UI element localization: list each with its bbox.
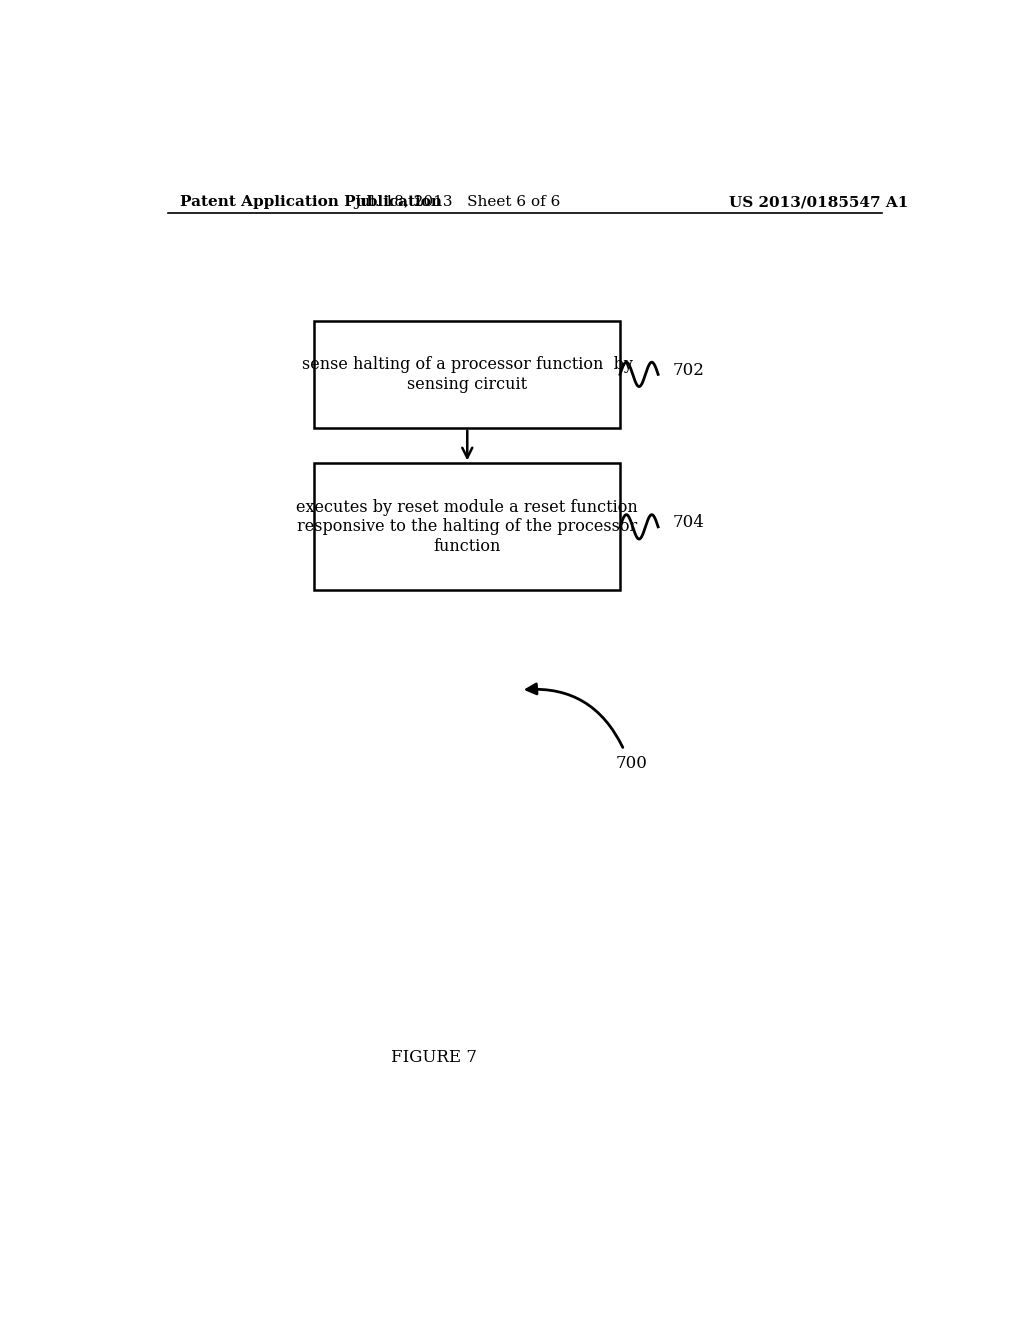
Text: FIGURE 7: FIGURE 7 — [390, 1049, 476, 1067]
Text: executes by reset module a reset function
responsive to the halting of the proce: executes by reset module a reset functio… — [296, 499, 638, 554]
Text: Jul. 18, 2013   Sheet 6 of 6: Jul. 18, 2013 Sheet 6 of 6 — [354, 195, 560, 209]
Text: 704: 704 — [673, 515, 705, 531]
FancyBboxPatch shape — [314, 321, 620, 428]
Text: 702: 702 — [673, 362, 705, 379]
FancyArrowPatch shape — [526, 684, 623, 747]
Text: US 2013/0185547 A1: US 2013/0185547 A1 — [729, 195, 908, 209]
Text: sense halting of a processor function  by
sensing circuit: sense halting of a processor function by… — [302, 356, 633, 392]
Text: Patent Application Publication: Patent Application Publication — [179, 195, 441, 209]
Text: 700: 700 — [616, 755, 648, 772]
FancyBboxPatch shape — [314, 463, 620, 590]
